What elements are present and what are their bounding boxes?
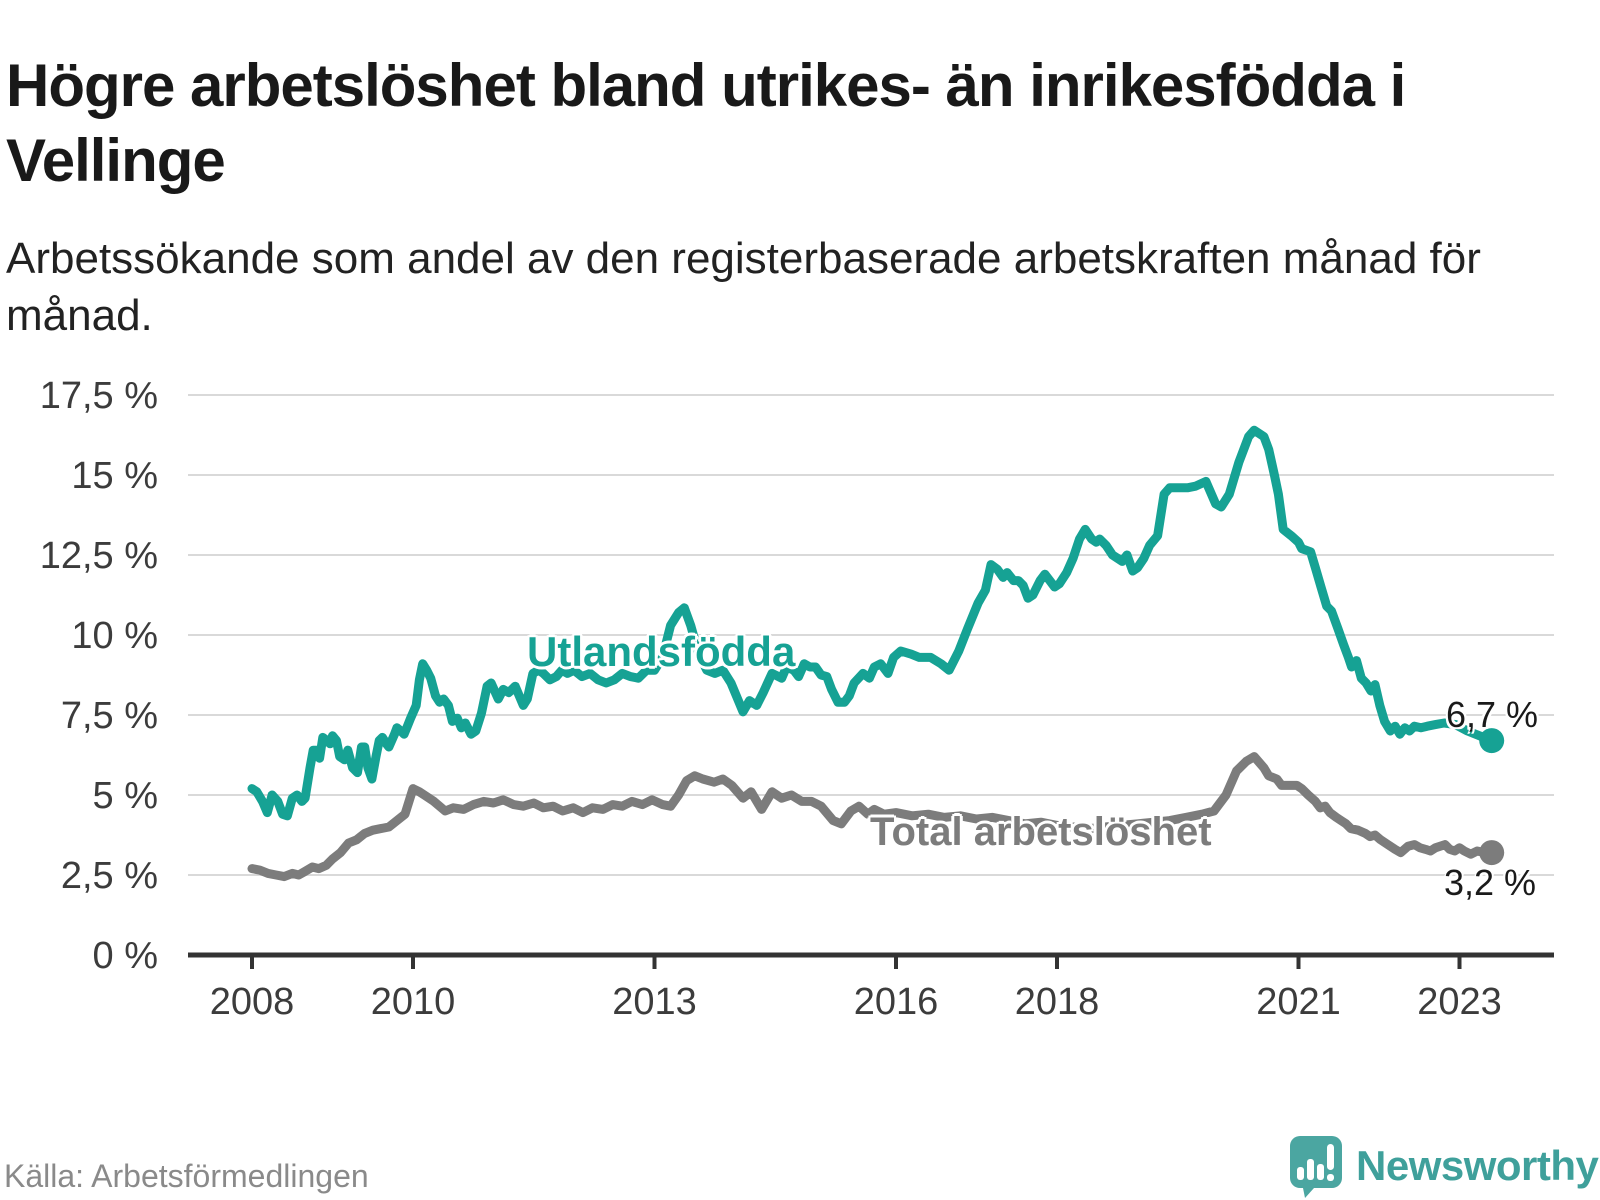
series-end-dot-total [1479,840,1505,866]
series-line-total [247,752,1497,882]
y-tick-label-12.5: 12,5 % [40,535,158,577]
logo-bar-1 [1297,1167,1304,1180]
x-tick-label-2016: 2016 [854,981,939,1023]
logo-exclamation-bar [1327,1144,1334,1170]
newsworthy-logo-icon [1290,1136,1342,1198]
end-value-label-utlandsfodda: 6,7 % [1446,694,1539,735]
logo-exclamation-dot [1327,1174,1334,1181]
end-value-label-total: 3,2 % [1444,862,1537,903]
x-tick-label-2010: 2010 [371,981,456,1023]
series-label-utlandsfodda: Utlandsfödda [527,628,796,675]
logo-bar-2 [1307,1159,1314,1180]
series-label-total-arbetsloshet: Total arbetslöshet [870,810,1212,854]
logo-bar-3 [1317,1164,1324,1180]
source-note: Källa: Arbetsförmedlingen [4,1158,369,1194]
x-tick-label-2021: 2021 [1256,981,1341,1023]
y-tick-label-0: 0 % [93,935,158,977]
x-tick-label-2013: 2013 [612,981,697,1023]
chart-subtitle: Arbetssökande som andel av den registerb… [6,234,1481,341]
series-end-dot-utlandsfodda [1479,728,1505,754]
page-title: Högre arbetslöshet bland utrikes- än inr… [6,52,1406,195]
x-tick-label-2008: 2008 [210,981,295,1023]
x-tick-label-2018: 2018 [1015,981,1100,1023]
y-tick-label-15: 15 % [71,455,158,497]
y-tick-label-5: 5 % [93,775,158,817]
logo-bubble-shape [1290,1136,1342,1198]
x-tick-label-2023: 2023 [1417,981,1502,1023]
series-line-utlandsfodda [247,425,1497,821]
y-tick-label-17.5: 17,5 % [40,375,158,417]
y-tick-label-2.5: 2,5 % [61,855,158,897]
y-tick-label-7.5: 7,5 % [61,695,158,737]
y-tick-label-10: 10 % [71,615,158,657]
newsworthy-logo-text: Newsworthy [1356,1142,1599,1189]
newsworthy-logo: Newsworthy [1288,1134,1599,1198]
